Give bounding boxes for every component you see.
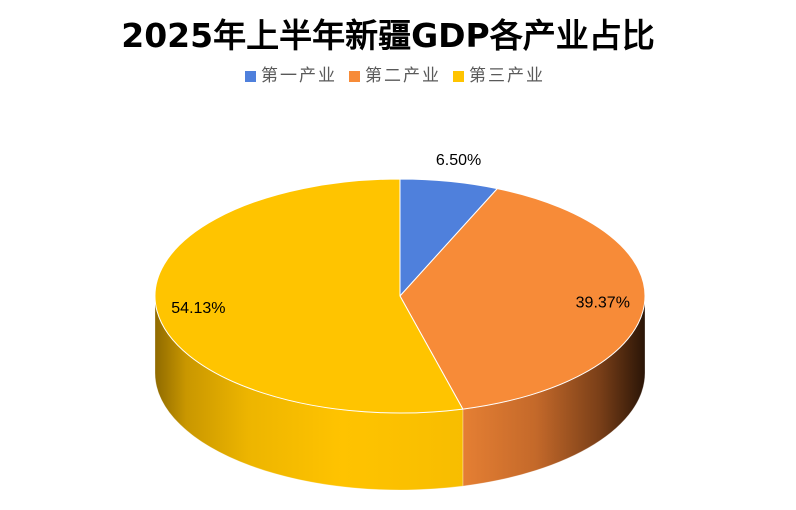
legend-swatch-tertiary-industry [453,70,464,82]
legend-label-secondary-industry: 第二产业 [365,66,441,86]
legend-item-tertiary-industry: 第三产业 [453,64,545,88]
legend-swatch-secondary-industry [349,70,360,82]
pie-slice-3 [154,178,464,414]
chart-title: 2025年上半年新疆GDP各产业占比 [121,16,655,55]
pie-top-faces [154,178,646,414]
legend-label-tertiary-industry: 第三产业 [469,66,545,86]
legend-item-primary-industry: 第一产业 [245,64,337,88]
data-label-3: 54.13% [171,300,225,317]
data-label-2: 39.37% [576,294,630,311]
pie-data-labels: 6.50% 39.37% 54.13% [171,152,630,317]
legend: 第一产业 第二产业 第三产业 [245,64,557,88]
pie-slice-2 [399,188,646,410]
legend-item-secondary-industry: 第二产业 [349,64,441,88]
legend-swatch-primary-industry [245,70,256,82]
legend-label-primary-industry: 第一产业 [261,66,337,86]
data-label-1: 6.50% [436,152,481,169]
